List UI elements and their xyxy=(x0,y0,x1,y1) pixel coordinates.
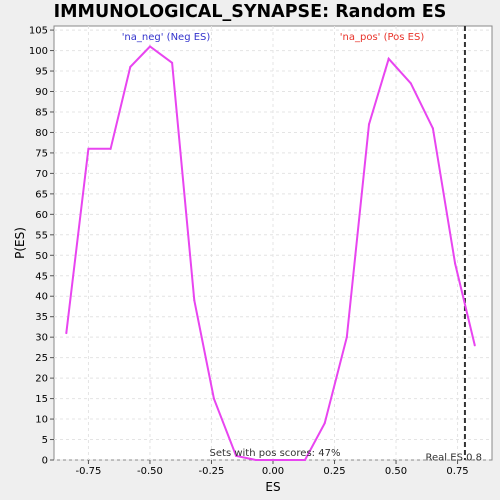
x-tick-label: 0.00 xyxy=(262,466,284,477)
sets-pos-scores-label: Sets with pos scores: 47% xyxy=(210,448,341,459)
x-tick-label: -0.75 xyxy=(76,466,102,477)
x-tick-label: 0.25 xyxy=(323,466,345,477)
y-tick-label: 65 xyxy=(35,189,48,200)
data-point xyxy=(109,147,112,150)
x-tick-label: -0.25 xyxy=(199,466,225,477)
y-tick-label: 15 xyxy=(35,394,48,405)
data-point xyxy=(303,459,306,461)
y-tick-label: 75 xyxy=(35,148,48,159)
data-point xyxy=(171,61,174,64)
x-tick-label: -0.50 xyxy=(137,466,163,477)
data-point xyxy=(281,459,284,461)
data-point xyxy=(367,123,370,126)
y-tick-label: 50 xyxy=(35,251,48,262)
y-tick-label: 95 xyxy=(35,67,48,78)
y-axis-label: P(ES) xyxy=(13,227,27,259)
y-tick-label: 100 xyxy=(29,46,48,57)
real-es-label: Real ES 0.8 xyxy=(426,453,482,464)
data-point xyxy=(454,262,457,265)
y-tick-label: 30 xyxy=(35,333,48,344)
y-tick-label: 60 xyxy=(35,210,48,221)
data-point xyxy=(193,299,196,302)
x-axis: -0.75 -0.50 -0.25 0.00 0.25 0.50 0.75 xyxy=(76,460,469,477)
neg-es-label: 'na_neg' (Neg ES) xyxy=(122,32,211,43)
data-point xyxy=(129,65,132,68)
y-tick-label: 10 xyxy=(35,415,48,426)
y-tick-label: 85 xyxy=(35,107,48,118)
y-tick-label: 70 xyxy=(35,169,48,180)
y-tick-label: 80 xyxy=(35,128,48,139)
y-tick-label: 0 xyxy=(42,456,48,467)
data-point xyxy=(323,422,326,425)
y-tick-label: 35 xyxy=(35,312,48,323)
x-tick-label: 0.50 xyxy=(385,466,407,477)
data-point xyxy=(65,332,68,335)
y-tick-label: 90 xyxy=(35,87,48,98)
x-tick-label: 0.75 xyxy=(446,466,468,477)
data-point xyxy=(87,147,90,150)
series-line xyxy=(65,45,476,461)
data-point xyxy=(409,82,412,85)
data-point xyxy=(345,336,348,339)
y-tick-label: 45 xyxy=(35,271,48,282)
pos-es-label: 'na_pos' (Pos ES) xyxy=(340,32,425,43)
data-point xyxy=(148,45,151,48)
y-tick-label: 5 xyxy=(42,435,48,446)
data-point xyxy=(473,344,476,347)
grid xyxy=(54,26,492,461)
data-point xyxy=(431,127,434,130)
y-tick-label: 55 xyxy=(35,230,48,241)
y-tick-label: 105 xyxy=(29,26,48,37)
data-points xyxy=(65,45,476,461)
data-point xyxy=(254,459,257,461)
y-axis: 0 5 10 15 20 25 30 35 40 45 50 55 60 65 70 75 80 85 90 95 10… xyxy=(29,26,54,467)
data-point xyxy=(235,454,238,457)
y-tick-label: 40 xyxy=(35,292,48,303)
x-axis-label: ES xyxy=(265,480,280,494)
data-point xyxy=(387,57,390,60)
y-tick-label: 20 xyxy=(35,374,48,385)
y-tick-label: 25 xyxy=(35,353,48,364)
data-point xyxy=(212,397,215,400)
